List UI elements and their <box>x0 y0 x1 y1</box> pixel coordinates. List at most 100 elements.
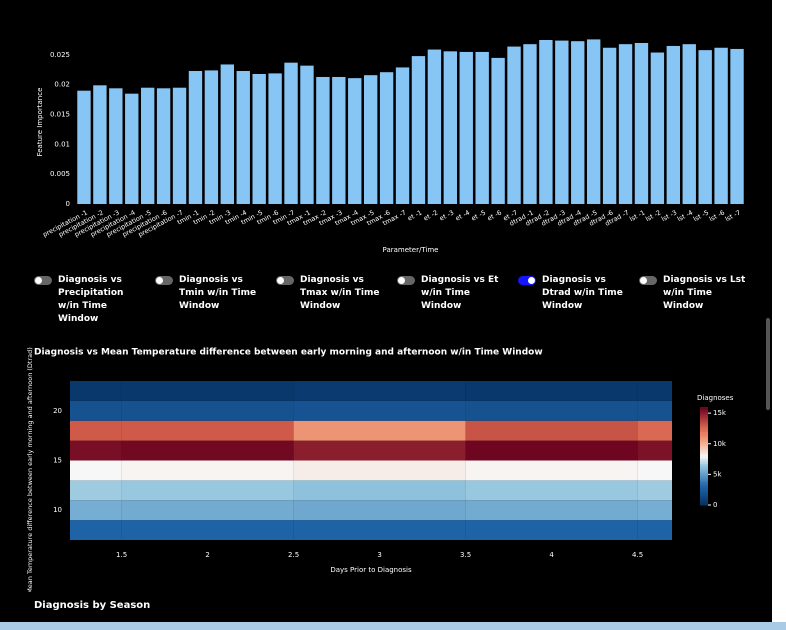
colorbar-segment <box>700 421 708 425</box>
bar <box>475 51 489 204</box>
bar <box>634 42 649 205</box>
heatmap-cell <box>70 381 122 401</box>
x-tick-label: et -2 <box>422 208 439 222</box>
colorbar-segment <box>700 460 708 464</box>
colorbar-segment <box>700 497 708 501</box>
bar <box>411 56 426 204</box>
toggle[interactable]: Diagnosis vs Tmin w/in Time Window <box>155 274 267 313</box>
bar <box>427 49 442 205</box>
colorbar-segment <box>700 414 708 418</box>
switch[interactable] <box>34 276 52 285</box>
bar <box>571 41 585 205</box>
toggle-label: Diagnosis vs Et w/in Time Window <box>421 275 499 311</box>
colorbar-segment <box>700 446 708 450</box>
heatmap-cell <box>121 460 294 481</box>
colorbar-segment <box>700 473 708 477</box>
y-tick-label: 0.01 <box>54 140 70 148</box>
bar-chart: 0 0.005 0.01 0.015 0.02 0.025 Feature Importan… <box>36 39 744 254</box>
heatmap-cell <box>637 480 672 501</box>
toggle[interactable]: Diagnosis vs Tmax w/in Time Window <box>276 274 388 313</box>
heatmap-cell <box>121 381 294 401</box>
x-axis-title: Days Prior to Diagnosis <box>330 566 412 574</box>
y-axis-title: Feature Importance <box>36 88 44 157</box>
bar <box>204 70 219 204</box>
colorbar-segment <box>700 453 708 457</box>
bar <box>93 85 107 204</box>
bar <box>666 45 681 204</box>
bar <box>395 67 410 204</box>
colorbar-segment <box>700 431 708 435</box>
y-tick-label: 0.025 <box>50 51 70 59</box>
colorbar-segment <box>700 475 708 479</box>
heatmap-cell <box>70 400 122 421</box>
colorbar-segment <box>700 411 708 415</box>
toggle[interactable]: Diagnosis vs Et w/in Time Window <box>397 274 509 313</box>
section-title: Diagnosis by Season <box>34 600 151 611</box>
heatmap-cell <box>293 440 466 461</box>
bar <box>252 73 266 204</box>
bar <box>539 40 553 204</box>
toggle-label: Diagnosis vs Tmin w/in Time Window <box>179 275 257 311</box>
heatmap-cell <box>637 381 672 401</box>
switch[interactable] <box>518 276 536 285</box>
x-tick-label: 4.5 <box>632 551 643 559</box>
x-tick-label: et -4 <box>454 208 471 222</box>
bar <box>459 51 473 204</box>
toggle-label: Diagnosis vs Tmax w/in Time Window <box>300 275 380 311</box>
colorbar-segment <box>700 502 708 506</box>
bar <box>618 44 633 204</box>
bar <box>300 65 314 204</box>
bar <box>268 73 282 204</box>
bar <box>730 48 744 205</box>
toggle[interactable]: Diagnosis vs Dtrad w/in Time Window <box>518 274 630 313</box>
app: 0 0.005 0.01 0.015 0.02 0.025 Feature Importan… <box>0 0 772 622</box>
heatmap-cell <box>637 460 672 481</box>
colorbar-segment <box>700 448 708 452</box>
heatmap-cell <box>70 460 122 481</box>
colorbar-segment <box>700 419 708 423</box>
bar <box>284 62 298 204</box>
colorbar-tick-label: 10k <box>713 440 727 448</box>
bar <box>109 88 123 204</box>
switch[interactable] <box>155 276 173 285</box>
colorbar-segment <box>700 443 708 447</box>
x-tick-label: 2.5 <box>288 551 299 559</box>
heatmap-cell <box>465 520 638 540</box>
x-tick-label: 3.5 <box>460 551 471 559</box>
toggle[interactable]: Diagnosis vs Lst w/in Time Window <box>639 274 751 313</box>
heatmap-cell <box>465 460 638 481</box>
x-tick-label: et -5 <box>470 208 487 222</box>
colorbar-segment <box>700 482 708 486</box>
heatmap-cell <box>637 400 672 421</box>
bar <box>586 39 601 204</box>
bar <box>523 44 537 204</box>
colorbar-segment <box>700 433 708 437</box>
bar <box>125 93 139 204</box>
bar <box>316 76 330 204</box>
switch[interactable] <box>639 276 657 285</box>
switch[interactable] <box>397 276 415 285</box>
colorbar-segment <box>700 463 708 467</box>
colorbar-segment <box>700 429 708 432</box>
heatmap-cell <box>293 400 466 421</box>
heatmap-chart: Diagnosis vs Mean Temperature difference… <box>26 347 734 592</box>
colorbar-tick-label: 0 <box>713 501 717 509</box>
bar <box>650 52 665 204</box>
toggle[interactable]: Diagnosis vs Precipitation w/in Time Win… <box>34 274 146 326</box>
bar <box>188 71 203 204</box>
heatmap-cell <box>293 381 466 401</box>
colorbar-segment <box>700 458 708 462</box>
y-tick-label: 20 <box>53 407 62 415</box>
y-tick-label: 0.005 <box>50 170 70 178</box>
x-axis-title: Parameter/Time <box>383 246 439 254</box>
bar <box>236 71 250 204</box>
colorbar-segment <box>700 436 708 440</box>
bar <box>363 75 378 204</box>
colorbar-segment <box>700 487 708 491</box>
scrollbar[interactable] <box>766 318 770 410</box>
colorbar-segment <box>700 456 708 459</box>
heatmap-cell <box>70 520 122 540</box>
toggle-label: Diagnosis vs Lst w/in Time Window <box>663 275 746 311</box>
colorbar-segment <box>700 451 708 455</box>
switch[interactable] <box>276 276 294 285</box>
